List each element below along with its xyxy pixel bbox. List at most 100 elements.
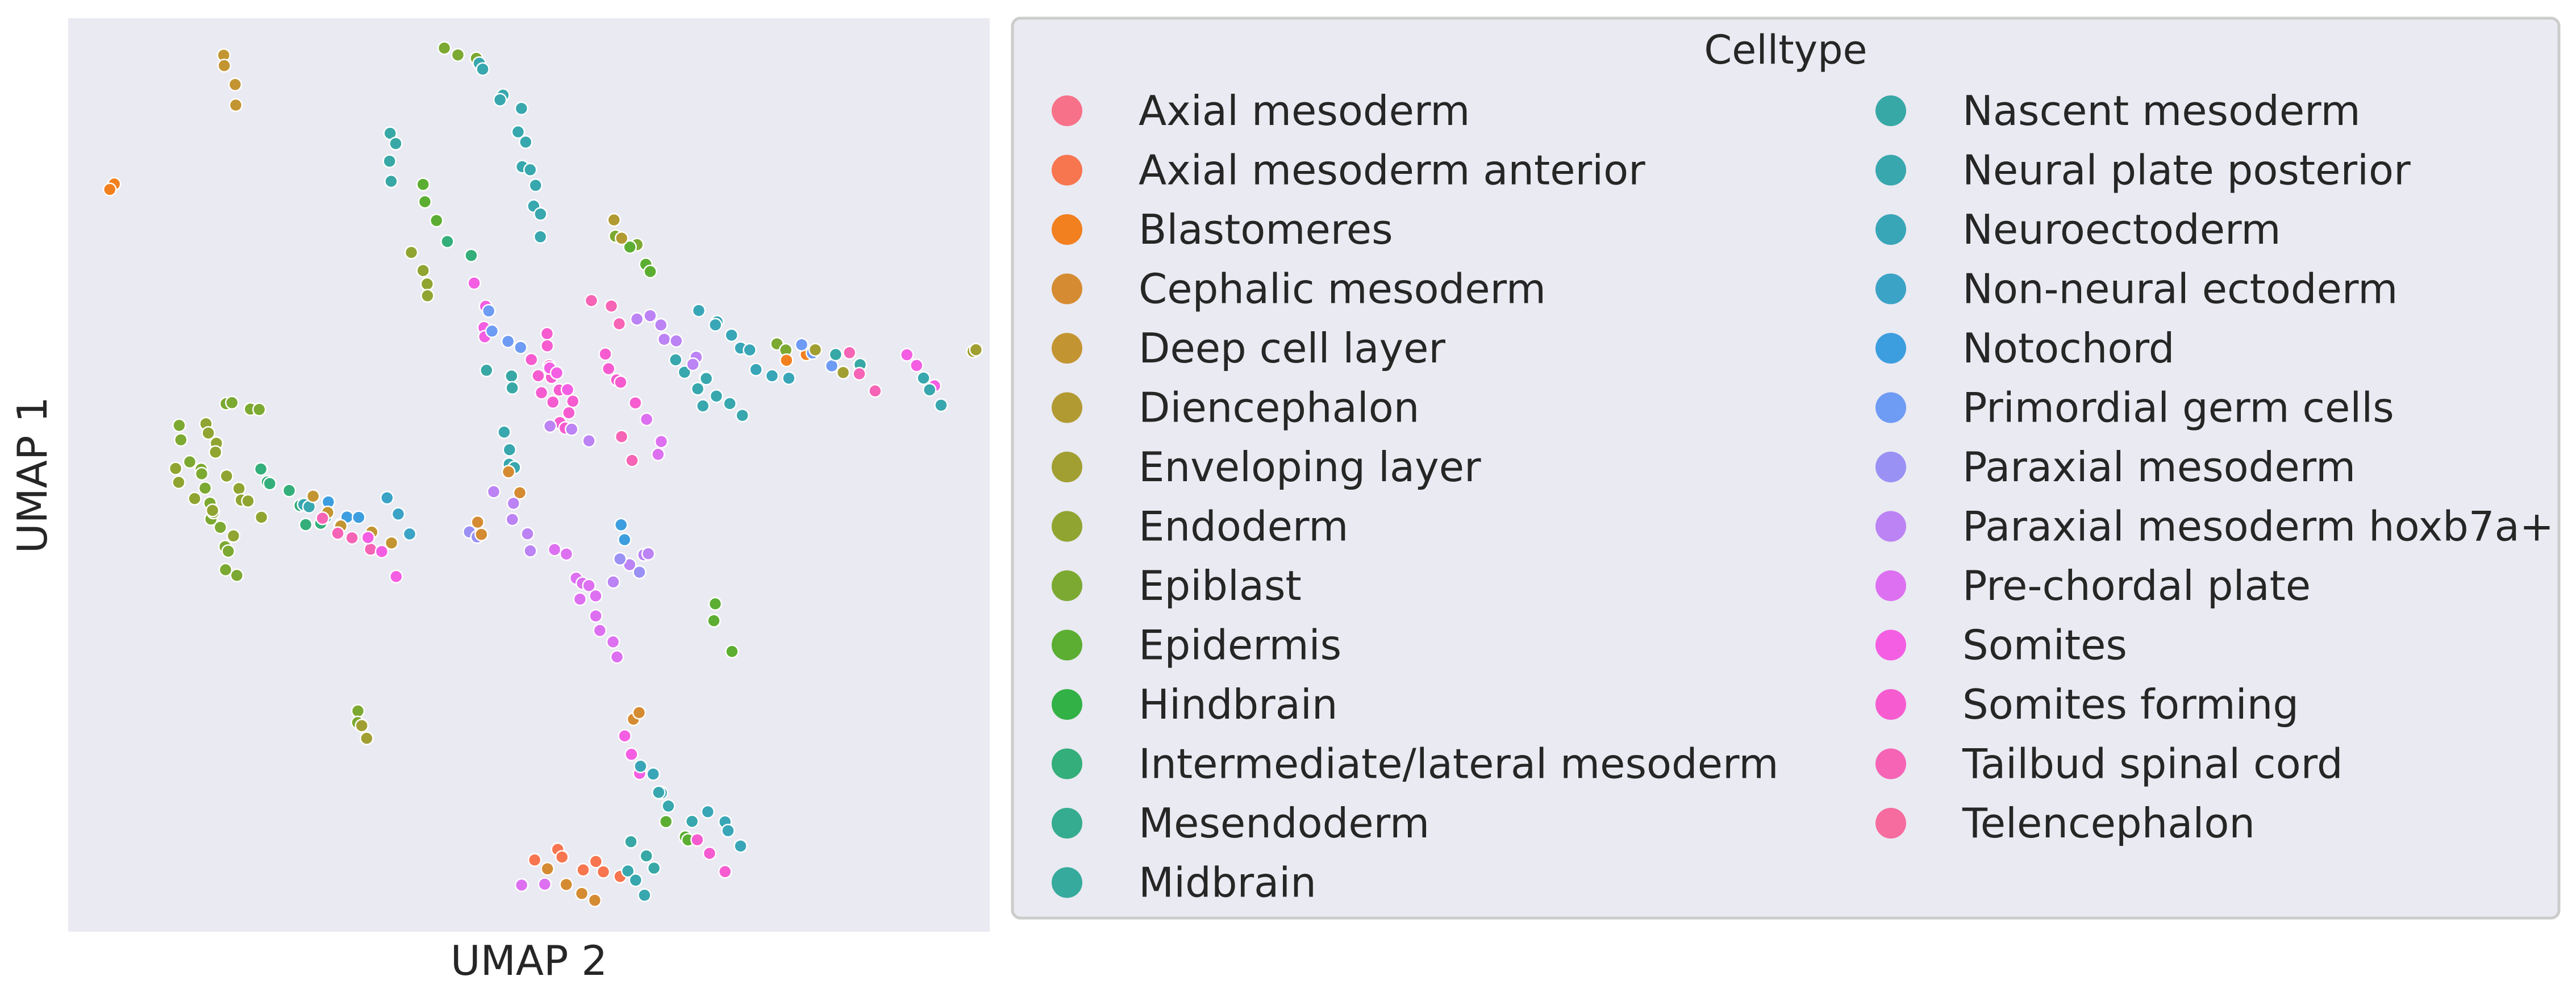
scatter-point-tailbud-spinal-cord (584, 293, 599, 308)
scatter-point-deep-cell-layer (228, 77, 243, 92)
scatter-point-somites (910, 358, 924, 373)
scatter-point-cephalic-mesoderm (587, 893, 602, 908)
scatter-point-neural-plate-posterior (668, 353, 683, 367)
scatter-point-endoderm (201, 426, 215, 440)
scatter-point-neural-plate-posterior (523, 162, 537, 177)
legend-marker (1052, 808, 1082, 839)
scatter-point-notochord (352, 510, 366, 524)
legend-marker (1875, 570, 1906, 601)
scatter-point-neural-plate-posterior (922, 382, 937, 397)
scatter-point-nascent-mesoderm (382, 154, 397, 168)
scatter-point-nascent-mesoderm (828, 347, 843, 362)
scatter-point-neural-plate-posterior (723, 397, 737, 411)
scatter-point-paraxial-mesoderm-hoxb7a- (641, 547, 656, 561)
scatter-point-paraxial-mesoderm-hoxb7a- (506, 496, 521, 511)
legend-item: Endoderm (1052, 503, 1348, 550)
scatter-point-somites-forming (545, 395, 560, 410)
scatter-point-non-neural-ectoderm (402, 527, 417, 541)
legend-item: Deep cell layer (1052, 324, 1445, 372)
scatter-point-enveloping-layer (355, 719, 369, 733)
scatter-point-intermediate-lateral-mesoderm (464, 248, 478, 262)
scatter-point-neural-plate-posterior (493, 93, 507, 107)
scatter-point-tailbud-spinal-cord (842, 345, 857, 360)
legend-marker (1875, 155, 1906, 186)
scatter-point-somites (624, 747, 639, 762)
legend-label: Pre-chordal plate (1962, 562, 2311, 610)
scatter-point-epiblast (230, 568, 244, 583)
legend-item: Midbrain (1052, 859, 1316, 907)
legend-marker (1875, 808, 1906, 839)
legend-title: Celltype (1704, 27, 1867, 73)
legend-label: Mesendoderm (1139, 799, 1429, 847)
legend-marker (1052, 392, 1082, 423)
legend-marker (1875, 748, 1906, 779)
legend-item: Axial mesoderm anterior (1052, 147, 1645, 194)
legend-label: Tailbud spinal cord (1962, 740, 2343, 788)
scatter-point-neural-plate-posterior (514, 101, 529, 116)
legend-item: Paraxial mesoderm hoxb7a+ (1875, 503, 2554, 550)
scatter-point-neural-plate-posterior (934, 398, 948, 412)
scatter-point-neuroectoderm (733, 839, 748, 853)
scatter-point-paraxial-mesoderm-hoxb7a- (582, 433, 596, 448)
scatter-point-somites (467, 276, 481, 290)
scatter-point-paraxial-mesoderm-hoxb7a- (543, 419, 557, 433)
scatter-point-deep-cell-layer (217, 59, 231, 73)
legend-label: Deep cell layer (1139, 324, 1445, 372)
scatter-point-enveloping-layer (836, 365, 851, 380)
scatter-point-pre-chordal-plate (514, 878, 529, 892)
legend-marker (1875, 95, 1906, 126)
legend-marker (1875, 511, 1906, 542)
legend-label: Intermediate/lateral mesoderm (1139, 740, 1779, 788)
scatter-point-endoderm (205, 503, 220, 518)
legend-marker (1875, 689, 1906, 720)
legend-marker (1052, 867, 1082, 898)
scatter-point-somites-forming (601, 361, 616, 376)
scatter-point-axial-mesoderm-anterior (555, 850, 569, 864)
legend-label: Telencephalon (1962, 799, 2255, 847)
legend-item: Blastomeres (1052, 206, 1393, 253)
scatter-point-paraxial-mesoderm-hoxb7a- (643, 308, 657, 323)
scatter-point-nascent-mesoderm (389, 136, 403, 151)
scatter-point-primordial-germ-cells (824, 358, 839, 373)
scatter-point-tailbud-spinal-cord (345, 531, 359, 545)
scatter-point-epiblast (174, 432, 188, 447)
scatter-point-neural-plate-posterior (533, 230, 548, 244)
scatter-point-somites-forming (565, 394, 580, 408)
scatter-point-intermediate-lateral-mesoderm (282, 483, 297, 498)
scatter-point-neuroectoderm (701, 804, 715, 819)
x-axis-label: UMAP 2 (451, 937, 607, 985)
scatter-point-cephalic-mesoderm (632, 706, 647, 720)
scatter-point-paraxial-mesoderm-hoxb7a- (653, 318, 668, 332)
scatter-point-epiblast (182, 454, 197, 469)
legend-label: Hindbrain (1139, 681, 1338, 728)
scatter-point-pre-chordal-plate (593, 623, 607, 638)
scatter-point-somites-forming (540, 327, 555, 341)
scatter-point-intermediate-lateral-mesoderm (298, 518, 313, 532)
scatter-point-tailbud-spinal-cord (868, 383, 882, 398)
legend-marker (1052, 333, 1082, 364)
scatter-point-neural-plate-posterior (511, 124, 526, 139)
legend-marker (1052, 511, 1082, 542)
scatter-point-neural-plate-posterior (695, 399, 710, 413)
scatter-point-neural-plate-posterior (528, 178, 543, 193)
scatter-point-cephalic-mesoderm (512, 486, 527, 500)
scatter-point-neuroectoderm (691, 303, 706, 318)
legend-item: Neuroectoderm (1875, 206, 2281, 253)
legend-marker (1052, 570, 1082, 601)
scatter-point-pre-chordal-plate (582, 578, 596, 593)
scatter-point-neural-plate-posterior (652, 785, 666, 800)
legend-item: Enveloping layer (1052, 443, 1481, 491)
scatter-point-neuroectoderm (724, 328, 739, 343)
scatter-point-intermediate-lateral-mesoderm (262, 477, 277, 491)
scatter-point-neural-plate-posterior (677, 365, 692, 379)
scatter-point-neuroectoderm (721, 823, 735, 838)
scatter-point-nascent-mesoderm (505, 369, 519, 383)
scatter-point-tailbud-spinal-cord (612, 316, 627, 331)
legend-item: Notochord (1875, 324, 2175, 372)
legend-item: Paraxial mesoderm (1875, 443, 2356, 491)
scatter-point-primordial-germ-cells (501, 334, 515, 349)
legend-label: Diencephalon (1139, 384, 1419, 432)
scatter-point-neural-plate-posterior (497, 425, 511, 439)
legend-marker (1875, 629, 1906, 661)
scatter-point-paraxial-mesoderm-hoxb7a- (630, 312, 644, 326)
